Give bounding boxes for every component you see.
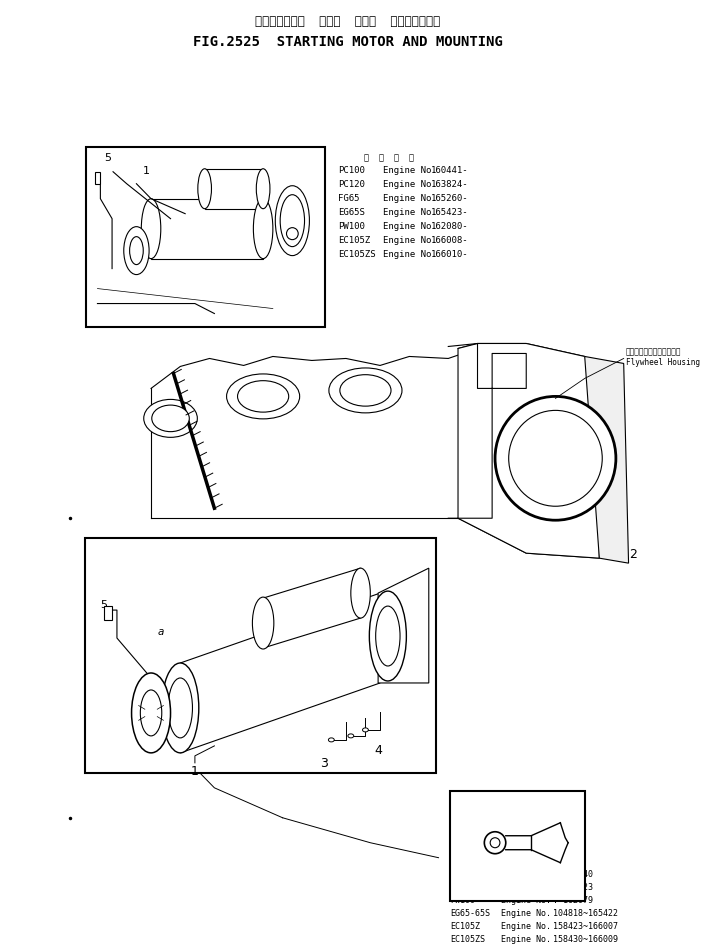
Text: 6: 6 — [460, 798, 468, 811]
Text: 158430~166009: 158430~166009 — [553, 935, 618, 943]
Polygon shape — [585, 357, 628, 564]
Text: 4: 4 — [374, 744, 382, 756]
Text: Engine No.: Engine No. — [383, 166, 437, 175]
Text: Engine No.: Engine No. — [501, 921, 551, 930]
Polygon shape — [180, 594, 380, 753]
Ellipse shape — [376, 606, 400, 666]
Polygon shape — [378, 568, 429, 683]
Ellipse shape — [276, 187, 309, 257]
Circle shape — [495, 397, 616, 521]
Ellipse shape — [256, 170, 270, 210]
Circle shape — [286, 228, 298, 241]
Ellipse shape — [144, 400, 197, 438]
Ellipse shape — [168, 678, 193, 738]
Text: PW100: PW100 — [451, 895, 476, 904]
Text: 163824-: 163824- — [431, 180, 468, 189]
Text: Engine No.: Engine No. — [501, 869, 551, 878]
Text: Engine No.: Engine No. — [501, 935, 551, 943]
Text: EC105ZS: EC105ZS — [338, 250, 376, 259]
Text: :~160440: :~160440 — [553, 869, 593, 878]
Ellipse shape — [253, 199, 273, 260]
Polygon shape — [458, 345, 599, 559]
Ellipse shape — [252, 598, 274, 649]
Bar — [205, 170, 263, 210]
Text: 104818~165422: 104818~165422 — [553, 908, 618, 918]
Text: 166008-: 166008- — [431, 236, 468, 244]
Ellipse shape — [363, 728, 368, 733]
Text: 165260-: 165260- — [431, 194, 468, 203]
Bar — [85, 539, 436, 773]
Text: FG65: FG65 — [338, 194, 360, 203]
Text: フライホイールハウジング: フライホイールハウジング — [625, 346, 681, 356]
Circle shape — [491, 838, 500, 848]
Text: 165423-: 165423- — [431, 208, 468, 217]
Text: :~162079: :~162079 — [553, 895, 593, 904]
Ellipse shape — [329, 368, 402, 413]
Bar — [151, 199, 263, 260]
Text: PC120: PC120 — [338, 180, 365, 189]
Ellipse shape — [130, 237, 144, 265]
Text: :~163823: :~163823 — [553, 883, 593, 891]
Ellipse shape — [141, 199, 161, 260]
Text: PC120: PC120 — [451, 883, 476, 891]
Circle shape — [484, 832, 506, 853]
Text: 1: 1 — [143, 165, 150, 176]
Ellipse shape — [348, 734, 353, 738]
Text: EC105ZS: EC105ZS — [451, 935, 486, 943]
Text: Engine No.: Engine No. — [383, 250, 437, 259]
Ellipse shape — [141, 690, 162, 736]
Text: FIG.2525  STARTING MOTOR AND MOUNTING: FIG.2525 STARTING MOTOR AND MOUNTING — [193, 35, 503, 49]
Text: 適  用  番  号: 適 用 番 号 — [364, 153, 414, 162]
Text: EC105Z: EC105Z — [451, 921, 481, 930]
Text: 166010-: 166010- — [431, 250, 468, 259]
Polygon shape — [263, 568, 361, 649]
Bar — [94, 173, 101, 184]
Text: PW100: PW100 — [338, 222, 365, 231]
Text: Engine No.: Engine No. — [383, 236, 437, 244]
Ellipse shape — [152, 406, 189, 432]
Text: EG65S: EG65S — [338, 208, 365, 217]
Ellipse shape — [351, 568, 371, 618]
Bar — [451, 791, 585, 901]
Ellipse shape — [280, 195, 305, 247]
Text: Engine No.: Engine No. — [501, 883, 551, 891]
Text: Engine No.: Engine No. — [501, 908, 551, 918]
Ellipse shape — [328, 738, 334, 742]
Text: PC100: PC100 — [338, 166, 365, 175]
Text: 1: 1 — [191, 765, 198, 778]
Text: 158423~166007: 158423~166007 — [553, 921, 618, 930]
Text: Engine No.: Engine No. — [501, 895, 551, 904]
Text: 162080-: 162080- — [431, 222, 468, 231]
Text: Flywheel Housing: Flywheel Housing — [625, 358, 700, 366]
Ellipse shape — [238, 381, 288, 413]
Text: Engine No.: Engine No. — [383, 194, 437, 203]
Ellipse shape — [369, 592, 406, 682]
Text: EC105Z: EC105Z — [338, 236, 371, 244]
Text: 160441-: 160441- — [431, 166, 468, 175]
Text: 適  用  番  号: 適 用 番 号 — [482, 857, 532, 867]
Bar — [104, 606, 112, 620]
Circle shape — [508, 411, 602, 507]
Text: 5: 5 — [104, 153, 111, 162]
Ellipse shape — [162, 664, 198, 753]
Ellipse shape — [124, 228, 149, 276]
Ellipse shape — [198, 170, 211, 210]
Ellipse shape — [131, 673, 171, 753]
Bar — [86, 147, 324, 328]
Text: スターティング  モータ  および  マウンティング: スターティング モータ および マウンティング — [256, 15, 441, 28]
Text: Engine No.: Engine No. — [383, 180, 437, 189]
Text: PC100: PC100 — [451, 869, 476, 878]
Ellipse shape — [340, 376, 391, 407]
Text: 2: 2 — [630, 548, 638, 560]
Text: Engine No.: Engine No. — [383, 208, 437, 217]
Text: EG65-65S: EG65-65S — [451, 908, 491, 918]
Text: 5: 5 — [100, 599, 107, 610]
Text: a: a — [158, 627, 164, 636]
Ellipse shape — [226, 375, 300, 419]
Text: 3: 3 — [320, 756, 328, 769]
Text: Engine No.: Engine No. — [383, 222, 437, 231]
Text: a: a — [570, 835, 578, 846]
